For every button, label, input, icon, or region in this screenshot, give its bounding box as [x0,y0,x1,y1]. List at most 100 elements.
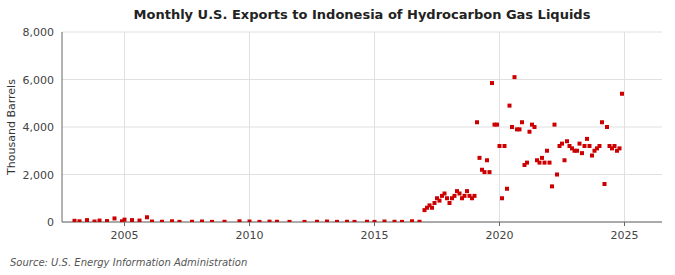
point [383,220,387,222]
point [548,161,552,165]
point [223,220,227,222]
point [393,220,397,222]
point [345,220,349,222]
point [73,219,77,222]
point [178,220,182,222]
point [560,142,564,146]
x-grid-line [124,32,125,222]
point [145,215,149,219]
chart: 02,0004,0006,0008,0002005201020152020202… [0,0,675,275]
point [138,219,142,222]
point [525,161,529,165]
point [315,220,319,222]
point [325,220,329,222]
point [248,220,252,222]
point [510,125,514,129]
points [73,75,625,222]
point [288,220,292,222]
x-grid-line [624,32,625,222]
point [543,161,547,165]
point [123,218,127,222]
point [458,192,462,196]
y-grid-line [62,127,662,128]
point [580,151,584,155]
point [150,220,154,222]
point [190,220,194,222]
point [500,196,504,200]
point [538,161,542,165]
y-axis-line [62,32,63,222]
point [505,187,509,191]
point [508,104,512,108]
x-tick [249,222,250,226]
point [575,149,579,153]
point [488,170,492,174]
point [445,196,449,200]
point [528,130,532,134]
point [410,219,414,222]
point [418,220,422,222]
point [590,154,594,158]
point [113,216,117,220]
y-tick-label: 6,000 [23,74,55,87]
point [605,125,609,129]
point [335,220,339,222]
point [268,220,272,222]
point [448,201,452,205]
x-grid-line [249,32,250,222]
point [513,75,517,79]
point [620,92,624,96]
point [210,220,214,222]
y-grid-line [62,174,662,175]
x-tick [374,222,375,226]
point [478,156,482,160]
point [98,219,102,222]
point [85,218,89,222]
point [550,184,554,188]
x-tick-label: 2010 [236,229,264,242]
point [585,137,589,141]
point [275,220,279,222]
point [258,220,262,222]
point [495,123,499,127]
point [588,144,592,148]
point [490,81,494,85]
point [540,156,544,160]
point [433,201,437,205]
grid [62,32,662,222]
point [78,219,82,222]
annotation: Source: U.S. Energy Information Administ… [10,257,247,268]
point [453,194,457,198]
point [105,219,109,222]
point [618,146,622,150]
point [578,142,582,146]
point [553,123,557,127]
y-axis-label: Thousand Barrels [5,79,18,176]
x-tick [124,222,125,226]
point [200,220,204,222]
point [400,220,404,222]
point [430,206,434,210]
point [463,194,467,198]
point [518,127,522,131]
point [498,144,502,148]
point [520,120,524,124]
y-grid-line [62,32,662,33]
point [545,149,549,153]
point [483,170,487,174]
y-grid-line [62,79,662,80]
point [613,144,617,148]
x-grid-line [499,32,500,222]
point [600,120,604,124]
x-tick [624,222,625,226]
x-tick [499,222,500,226]
point [438,199,442,203]
point [583,144,587,148]
point [130,218,134,222]
point [598,144,602,148]
point [473,194,477,198]
point [603,182,607,186]
y-tick-label: 8,000 [23,26,55,39]
point [443,192,447,196]
point [503,144,507,148]
